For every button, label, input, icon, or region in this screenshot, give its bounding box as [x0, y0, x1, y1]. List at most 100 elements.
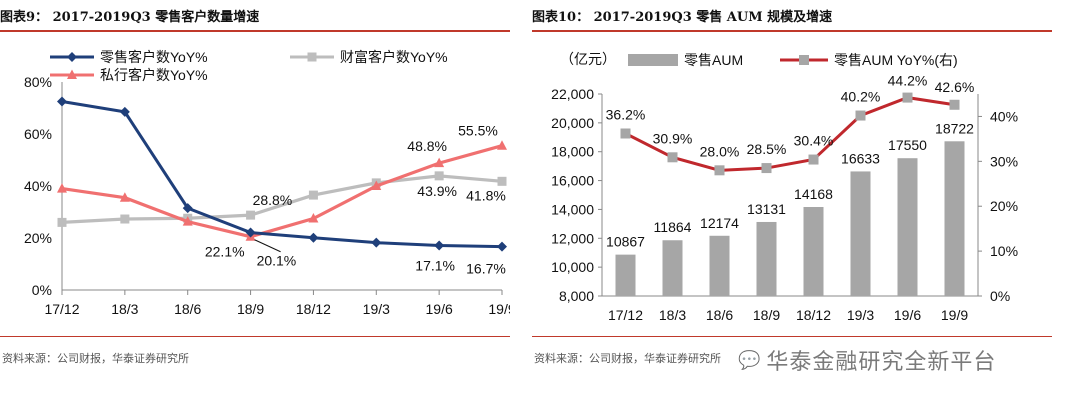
data-label: 55.5% [458, 123, 498, 139]
data-point-2 [371, 180, 382, 190]
aum-chart: （亿元） 8,000 10,000 12,000 14,000 16,000 18,000 2… [551, 51, 1018, 323]
legend-label: 零售客户数YoY% [100, 49, 208, 65]
yoy-value-label: 36.2% [606, 107, 646, 123]
data-point-1 [246, 210, 256, 220]
bar-value-label: 14168 [794, 186, 833, 202]
right-title-rule [532, 30, 1052, 32]
left-source-note: 资料来源：公司财报，华泰证券研究所 [2, 352, 189, 365]
yoy-value-label: 30.9% [653, 130, 693, 146]
data-point-2 [308, 213, 319, 223]
x-tick-label: 18/12 [296, 301, 331, 317]
right-figure-title: 图表10： 2017-2019Q3 零售 AUM 规模及增速 [532, 10, 833, 25]
y-tick-label: 60% [24, 126, 52, 142]
y-tick-label: 20% [24, 230, 52, 246]
bar [615, 254, 636, 296]
yoy-value-label: 28.5% [747, 141, 787, 157]
yoy-value-label: 42.6% [935, 79, 975, 95]
y2-tick-label: 10% [990, 243, 1018, 259]
x-tick-label: 18/6 [706, 307, 733, 323]
data-point-0 [434, 240, 445, 251]
y-tick-label: 10,000 [551, 259, 594, 275]
x-tick-label: 19/3 [363, 301, 390, 317]
x-tick-label: 19/9 [488, 301, 510, 317]
y-tick-label: 20,000 [551, 115, 594, 131]
y2-tick-label: 30% [990, 153, 1018, 169]
bar-value-label: 17550 [888, 137, 927, 153]
x-tick-label: 18/6 [174, 301, 201, 317]
data-point-2 [57, 183, 67, 193]
legend-marker [67, 69, 77, 79]
series-line-1 [61, 174, 503, 224]
yoy-marker [855, 110, 866, 121]
yoy-line [624, 96, 955, 172]
data-label: 16.7% [466, 261, 506, 277]
yoy-value-label: 40.2% [841, 89, 881, 105]
legend-marker [67, 52, 77, 62]
y2-tick-label: 20% [990, 198, 1018, 214]
data-point-2 [434, 157, 445, 168]
legend-label: 零售AUM YoY%(右) [834, 52, 958, 68]
data-label: 22.1% [205, 244, 245, 260]
data-point-0 [371, 237, 382, 248]
bar [709, 235, 730, 296]
y-tick-label: 80% [24, 74, 52, 90]
watermark: 💬 华泰金融研究全新平台 [738, 344, 996, 376]
data-label: 17.1% [415, 258, 455, 274]
bar-value-label: 10867 [606, 234, 645, 250]
left-figure-panel: 图表9： 2017-2019Q3 零售客户数量增速 0% 20% 40% 60% 80%… [0, 0, 510, 409]
legend-line-marker [799, 55, 809, 65]
right-source-rule [532, 336, 1052, 337]
yoy-marker [714, 165, 725, 176]
watermark-text: 华泰金融研究全新平台 [766, 350, 997, 375]
series-line-2 [61, 144, 503, 239]
yoy-marker [808, 154, 819, 165]
yoy-marker [902, 92, 913, 103]
data-point-0 [119, 106, 130, 117]
x-tick-label: 18/9 [753, 307, 780, 323]
yoy-value-label: 44.2% [888, 73, 928, 89]
x-tick-label: 18/12 [796, 307, 831, 323]
bar [662, 240, 683, 296]
data-point-2 [182, 216, 193, 226]
y-tick-label: 16,000 [551, 173, 594, 189]
x-tick-label: 17/12 [608, 307, 643, 323]
yoy-value-label: 30.4% [794, 133, 834, 149]
left-title-rule [0, 30, 510, 32]
data-point-0 [57, 96, 67, 107]
data-label: 28.8% [253, 192, 293, 208]
data-point-0 [182, 203, 193, 214]
wechat-icon: 💬 [738, 349, 761, 371]
bar [897, 158, 918, 296]
data-label: 43.9% [417, 183, 457, 199]
bar-value-label: 16633 [841, 150, 880, 166]
x-tick-label: 18/9 [237, 301, 264, 317]
y-tick-label: 40% [24, 178, 52, 194]
x-tick-label: 19/6 [894, 307, 921, 323]
data-label-leader [254, 239, 281, 253]
bar [850, 171, 871, 296]
series-line-0 [61, 100, 503, 249]
left-source-rule [0, 336, 510, 337]
yoy-marker [761, 163, 772, 174]
y-tick-label: 14,000 [551, 201, 594, 217]
bar [756, 221, 777, 296]
y2-tick-label: 0% [990, 288, 1010, 304]
y-axis-unit-label: （亿元） [560, 51, 616, 67]
data-label: 41.8% [466, 187, 506, 203]
data-label: 48.8% [407, 138, 447, 154]
yoy-value-label: 28.0% [700, 143, 740, 159]
y-tick-label: 18,000 [551, 144, 594, 160]
x-tick-label: 19/3 [847, 307, 874, 323]
bar-value-label: 11864 [654, 219, 692, 235]
data-point-1 [308, 190, 318, 200]
bar [944, 141, 965, 296]
data-point-2 [119, 192, 130, 202]
data-point-0 [308, 232, 319, 243]
y-tick-label: 0% [32, 282, 52, 298]
x-tick-label: 18/3 [659, 307, 686, 323]
x-tick-label: 19/6 [426, 301, 453, 317]
y-tick-label: 12,000 [551, 230, 594, 246]
yoy-marker [667, 152, 678, 163]
yoy-marker [620, 128, 631, 139]
legend-label: 私行客户数YoY% [100, 67, 208, 83]
